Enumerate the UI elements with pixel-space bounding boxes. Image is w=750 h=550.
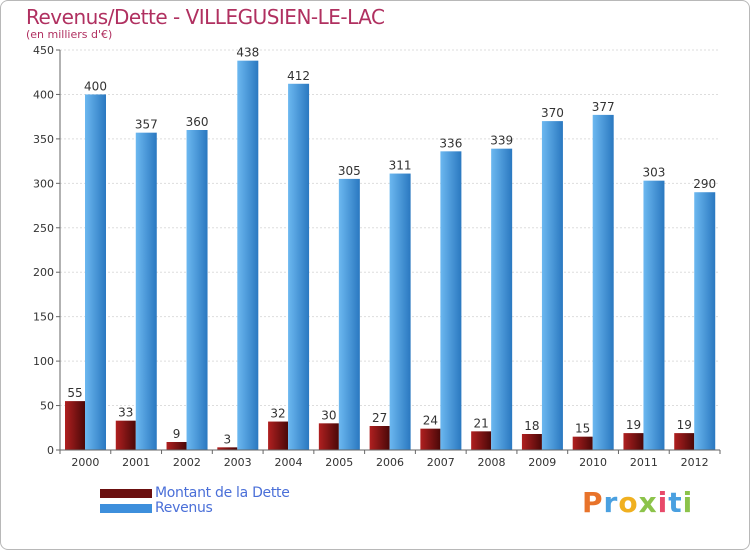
y-tick-label: 100 (33, 355, 54, 368)
y-tick-label: 300 (33, 177, 54, 190)
chart-subtitle: (en milliers d'€) (26, 28, 113, 41)
logo-letter: o (618, 486, 639, 519)
logo-letter: x (638, 486, 658, 519)
data-label-dette: 9 (173, 427, 181, 441)
x-tick-label: 2011 (630, 456, 658, 469)
x-tick-label: 2002 (173, 456, 201, 469)
legend-label-dette: Montant de la Dette (155, 485, 290, 501)
bar-revenus (85, 94, 106, 450)
data-label-dette: 27 (372, 411, 387, 425)
x-tick-label: 2010 (579, 456, 607, 469)
bar-dette (674, 433, 695, 450)
data-label-dette: 15 (575, 422, 590, 436)
bar-dette (521, 434, 542, 450)
bar-revenus (135, 132, 157, 450)
x-tick-label: 2001 (122, 456, 150, 469)
bar-revenus (338, 178, 360, 450)
y-tick-label: 400 (33, 88, 54, 101)
x-tick-label: 2000 (71, 456, 99, 469)
bar-dette (268, 421, 289, 450)
data-label-dette: 32 (270, 407, 285, 421)
x-tick-label: 2003 (224, 456, 252, 469)
data-label-revenus: 336 (439, 136, 462, 150)
proxiti-logo: Proxiti (582, 486, 693, 519)
data-label-dette: 21 (474, 416, 489, 430)
logo-letter: r (603, 486, 619, 519)
y-tick-label: 350 (33, 133, 54, 146)
data-label-dette: 3 (223, 432, 231, 446)
bar-dette (217, 447, 238, 450)
y-tick-label: 150 (33, 311, 54, 324)
data-label-dette: 18 (524, 419, 539, 433)
data-label-revenus: 360 (186, 115, 209, 129)
data-label-revenus: 412 (287, 69, 310, 83)
bar-revenus (389, 173, 411, 451)
bar-revenus (288, 83, 310, 451)
bar-dette (65, 401, 85, 450)
y-tick-label: 50 (40, 400, 54, 413)
bar-revenus (592, 114, 614, 450)
data-label-revenus: 377 (592, 100, 615, 114)
logo-letter: P (582, 486, 604, 519)
bar-dette (623, 433, 644, 450)
bar-revenus (694, 192, 716, 450)
data-label-revenus: 370 (541, 106, 564, 120)
legend-label-revenus: Revenus (155, 500, 213, 516)
bar-dette (318, 423, 339, 450)
x-tick-label: 2005 (325, 456, 353, 469)
bar-dette (420, 428, 441, 450)
legend-swatch-revenus (100, 504, 152, 513)
bar-dette (115, 420, 136, 450)
data-label-dette: 19 (626, 418, 641, 432)
y-tick-label: 200 (33, 266, 54, 279)
bar-revenus (440, 151, 462, 451)
logo-letter: t (668, 486, 683, 519)
bar-dette (369, 426, 390, 450)
y-tick-label: 250 (33, 222, 54, 235)
y-tick-label: 450 (33, 44, 54, 57)
data-label-dette: 30 (321, 408, 336, 422)
logo-letter: i (657, 486, 669, 519)
bar-revenus (237, 60, 259, 451)
x-tick-label: 2008 (478, 456, 506, 469)
y-tick-label: 0 (47, 444, 54, 457)
data-label-dette: 24 (423, 414, 438, 428)
data-label-revenus: 303 (643, 166, 666, 180)
bar-revenus (643, 180, 665, 450)
data-label-revenus: 311 (389, 159, 412, 173)
bar-dette (471, 431, 492, 450)
bar-revenus (186, 130, 208, 450)
bar-dette (572, 436, 593, 450)
bar-revenus (491, 148, 513, 450)
data-label-revenus: 400 (84, 79, 107, 93)
data-label-revenus: 305 (338, 164, 361, 178)
data-label-dette: 33 (118, 406, 133, 420)
data-label-dette: 19 (677, 418, 692, 432)
data-label-revenus: 438 (236, 46, 259, 60)
x-tick-label: 2007 (427, 456, 455, 469)
bar-dette (166, 442, 187, 450)
x-tick-label: 2004 (274, 456, 302, 469)
x-tick-label: 2012 (681, 456, 709, 469)
data-label-revenus: 357 (135, 118, 158, 132)
data-label-revenus: 339 (490, 134, 513, 148)
x-tick-label: 2006 (376, 456, 404, 469)
bar-revenus (541, 121, 563, 450)
data-label-dette: 55 (67, 386, 82, 400)
legend-swatch-dette (100, 489, 152, 498)
x-tick-label: 2009 (528, 456, 556, 469)
data-label-revenus: 290 (693, 177, 716, 191)
logo-letter: i (682, 486, 694, 519)
chart-title: Revenus/Dette - VILLEGUSIEN-LE-LAC (26, 5, 385, 29)
